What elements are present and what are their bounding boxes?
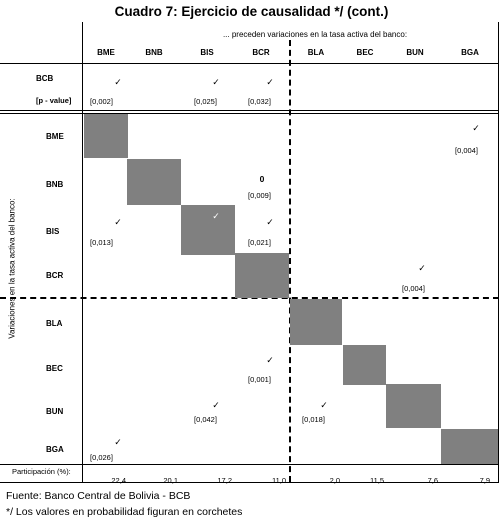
diagonal-cell-bis xyxy=(181,205,235,255)
check-icon: ✓ xyxy=(266,217,274,227)
check-icon: ✓ xyxy=(266,77,274,87)
vertical-dashed-divider xyxy=(289,40,291,482)
row-header-bec: BEC xyxy=(46,364,63,373)
participation-value-bga: 7,9 xyxy=(479,476,490,485)
header-bottom-line xyxy=(0,63,499,64)
col-header-bnb: BNB xyxy=(145,48,163,57)
participation-value-bcr: 11,0 xyxy=(271,476,286,485)
participation-value-bis: 17,2 xyxy=(217,476,232,485)
diagonal-cell-bec xyxy=(343,345,386,385)
footnote: */ Los valores en probabilidad figuran e… xyxy=(6,506,243,518)
row-header-bis: BIS xyxy=(46,227,60,236)
row-header-divider xyxy=(82,22,83,482)
check-icon: ✓ xyxy=(212,211,220,221)
p-value: [0,018] xyxy=(302,415,325,424)
check-icon: ✓ xyxy=(212,77,220,87)
p-value: [0,021] xyxy=(248,238,271,247)
row-header-bcb: BCB xyxy=(36,74,54,83)
participation-label: Participación (%): xyxy=(12,467,71,476)
participation-value-bun: 7,6 xyxy=(427,476,438,485)
table-title: Cuadro 7: Ejercicio de causalidad */ (co… xyxy=(114,4,389,19)
source-note: Fuente: Banco Central de Bolivia - BCB xyxy=(6,490,191,502)
significance-mark: 0 xyxy=(259,174,265,184)
check-icon: ✓ xyxy=(114,217,122,227)
col-header-bla: BLA xyxy=(307,48,325,57)
check-icon: ✓ xyxy=(320,400,328,410)
p-value-label: [p - value] xyxy=(36,96,72,105)
diagonal-cell-bga xyxy=(441,429,498,464)
p-value: [0,004] xyxy=(402,284,425,293)
p-value: [0,025] xyxy=(194,97,217,106)
p-value: [0,009] xyxy=(248,191,271,200)
participation-value-bnb: 20,1 xyxy=(163,476,178,485)
row-header-bga: BGA xyxy=(46,445,64,454)
p-value: [0,032] xyxy=(248,97,271,106)
col-header-bis: BIS xyxy=(200,48,214,57)
check-icon: ✓ xyxy=(212,400,220,410)
row-header-bun: BUN xyxy=(46,407,64,416)
diagonal-cell-bnb xyxy=(127,159,181,205)
participation-bottom-line xyxy=(0,482,499,483)
p-value: [0,001] xyxy=(248,375,271,384)
row-header-bnb: BNB xyxy=(46,180,64,189)
check-icon: ✓ xyxy=(114,77,122,87)
diagonal-cell-bla xyxy=(290,299,342,345)
col-header-bun: BUN xyxy=(406,48,424,57)
right-border xyxy=(498,22,499,482)
row-header-bcr: BCR xyxy=(46,271,64,280)
check-icon: ✓ xyxy=(266,355,274,365)
row-header-bla: BLA xyxy=(46,319,63,328)
check-icon: ✓ xyxy=(472,123,480,133)
horizontal-dashed-divider xyxy=(0,297,499,299)
participation-value-bec: 11,5 xyxy=(369,476,384,485)
check-icon: ✓ xyxy=(418,263,426,273)
participation-value-bla: 2,0 xyxy=(329,476,340,485)
p-value: [0,004] xyxy=(455,146,478,155)
p-value: [0,013] xyxy=(90,238,113,247)
grid-bottom-line xyxy=(0,464,499,465)
col-header-bec: BEC xyxy=(356,48,374,57)
diagonal-cell-bme xyxy=(84,114,128,158)
diagonal-cell-bcr xyxy=(235,253,289,298)
p-value: [0,002] xyxy=(90,97,113,106)
row-header-bme: BME xyxy=(46,132,64,141)
check-icon: ✓ xyxy=(114,437,122,447)
col-header-bme: BME xyxy=(97,48,115,57)
col-header-bcr: BCR xyxy=(252,48,270,57)
column-group-subtitle: ... preceden variaciones en la tasa acti… xyxy=(222,30,408,39)
p-value: [0,026] xyxy=(90,453,113,462)
col-header-bga: BGA xyxy=(461,48,479,57)
p-value: [0,042] xyxy=(194,415,217,424)
participation-value-bme: 22,4 xyxy=(111,476,126,485)
bcb-row-bottom-line-2 xyxy=(0,113,499,114)
y-axis-label: Variaciones en la tasa activa del banco: xyxy=(7,198,17,339)
bcb-row-bottom-line-1 xyxy=(0,110,499,111)
diagonal-cell-bun xyxy=(386,384,441,428)
